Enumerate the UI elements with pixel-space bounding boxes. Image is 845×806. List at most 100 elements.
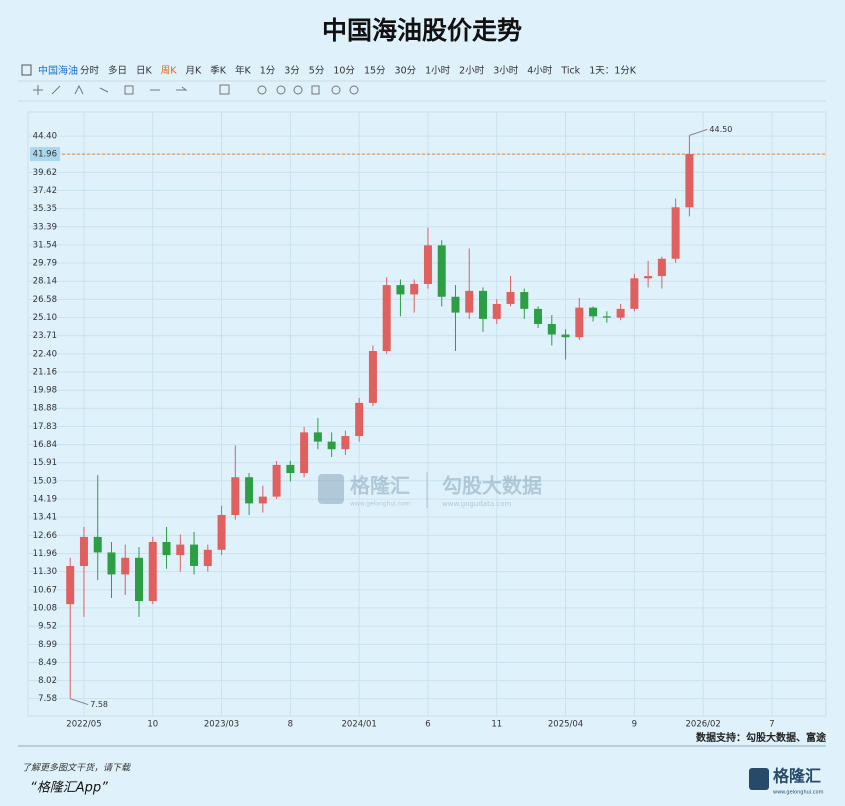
candle-body xyxy=(258,496,267,504)
candle-body xyxy=(327,441,336,450)
candle-body xyxy=(148,542,157,602)
x-tick-label: 2022/05 xyxy=(66,720,101,730)
footer-note: 了解更多图文干货，请下载 xyxy=(22,763,131,774)
candle-body xyxy=(355,402,364,437)
tool-icon xyxy=(276,85,286,95)
candle-body xyxy=(657,258,666,277)
y-tick-label: 16.84 xyxy=(33,440,57,450)
period-button[interactable]: 1小时 xyxy=(425,65,451,77)
y-tick-label: 41.96 xyxy=(33,150,57,160)
period-button[interactable]: 日K xyxy=(136,66,153,77)
period-button[interactable]: 5分 xyxy=(309,66,325,77)
candle-body xyxy=(396,285,405,295)
candle-body xyxy=(245,477,254,504)
x-tick-label: 2026/02 xyxy=(686,720,721,730)
watermark-logo xyxy=(318,474,344,504)
x-tick-label: 7 xyxy=(769,720,774,730)
y-tick-label: 10.67 xyxy=(33,585,57,595)
period-button[interactable]: 1天：1分K xyxy=(589,66,637,77)
period-button[interactable]: 15分 xyxy=(364,66,386,77)
candle-body xyxy=(135,557,143,602)
y-tick-label: 37.42 xyxy=(33,186,57,196)
tool-icon xyxy=(124,85,134,95)
watermark-data-brand: 勾股大数据 xyxy=(442,474,542,498)
candle-body xyxy=(451,296,460,313)
candle-body xyxy=(685,154,694,208)
period-button[interactable]: 季K xyxy=(210,65,227,77)
y-tick-label: 8.49 xyxy=(38,658,57,668)
candle-body xyxy=(465,290,474,313)
candle-body xyxy=(121,557,130,575)
candle-body xyxy=(437,245,446,297)
candle-body xyxy=(561,334,570,338)
y-tick-label: 11.30 xyxy=(33,567,57,577)
period-button[interactable]: 分时 xyxy=(80,65,100,77)
candle-body xyxy=(203,549,212,566)
y-tick-label: 19.98 xyxy=(33,386,57,396)
y-tick-label: 13.41 xyxy=(33,513,57,523)
period-button[interactable]: Tick xyxy=(560,66,580,77)
period-button[interactable]: 2小时 xyxy=(459,65,485,77)
candle-body xyxy=(368,350,377,403)
y-tick-label: 33.39 xyxy=(33,222,57,232)
y-tick-label: 22.40 xyxy=(33,349,57,359)
annotation-leader xyxy=(70,698,89,706)
x-tick-label: 2023/03 xyxy=(204,720,239,730)
x-tick-label: 8 xyxy=(288,720,293,730)
candle-body xyxy=(176,544,185,556)
y-tick-label: 10.08 xyxy=(33,603,57,613)
stock-tab[interactable]: 中国海油 xyxy=(38,64,78,77)
candle-body xyxy=(671,207,680,259)
y-tick-label: 39.62 xyxy=(33,168,57,178)
candle-body xyxy=(190,544,199,566)
candle-body xyxy=(313,432,322,442)
annotation: 7.58 xyxy=(90,700,108,709)
period-button[interactable]: 1分 xyxy=(260,66,276,77)
panel-icon xyxy=(21,64,32,76)
candle-body xyxy=(162,542,171,556)
y-tick-label: 15.91 xyxy=(33,458,57,468)
tool-icon xyxy=(293,85,303,95)
annotation: 44.50 xyxy=(709,125,732,134)
title: 中国海油股价走势 xyxy=(322,16,522,45)
candle-body xyxy=(93,536,102,553)
tool-icon xyxy=(219,84,230,95)
x-tick-label: 11 xyxy=(491,720,502,730)
tool-icon xyxy=(257,85,267,95)
y-tick-label: 25.10 xyxy=(33,313,57,323)
period-button[interactable]: 周K xyxy=(161,66,178,77)
candle-body xyxy=(341,436,350,450)
candle-body xyxy=(272,464,281,497)
period-button[interactable]: 3分 xyxy=(284,66,300,77)
period-button[interactable]: 4小时 xyxy=(527,65,553,77)
y-tick-label: 26.58 xyxy=(33,295,57,305)
y-tick-label: 8.02 xyxy=(38,676,57,686)
watermark-data-url: www.gogudata.com xyxy=(442,500,511,508)
grid xyxy=(28,112,826,716)
source: 数据支持：勾股大数据、富途 xyxy=(696,731,827,744)
period-button[interactable]: 3小时 xyxy=(493,65,519,77)
y-tick-label: 21.16 xyxy=(33,367,57,377)
plot: 44.40 41.96 39.62 37.42 35.35 33.39 31.54 29.79… xyxy=(30,125,826,730)
candle-body xyxy=(589,307,598,317)
period-button[interactable]: 多日 xyxy=(108,65,127,77)
x-tick-label: 9 xyxy=(632,720,637,730)
candle-body xyxy=(231,477,240,515)
candle-body xyxy=(79,536,88,566)
footer-app: “格隆汇App” xyxy=(30,781,108,796)
y-tick-label: 15.03 xyxy=(33,476,57,486)
period-button[interactable]: 10分 xyxy=(333,66,355,77)
candle-body xyxy=(66,565,75,605)
x-tick-label: 2025/04 xyxy=(548,720,583,730)
y-tick-label: 14.19 xyxy=(33,495,57,505)
tool-icon xyxy=(331,85,341,95)
price-highlight xyxy=(30,147,60,162)
candle-body xyxy=(644,276,653,279)
tool-icon xyxy=(51,85,61,95)
period-button[interactable]: 30分 xyxy=(395,66,417,77)
period-button[interactable]: 月K xyxy=(186,66,203,77)
y-tick-label: 18.88 xyxy=(33,404,57,414)
period-button[interactable]: 年K xyxy=(235,65,252,77)
y-tick-label: 12.66 xyxy=(33,531,57,541)
